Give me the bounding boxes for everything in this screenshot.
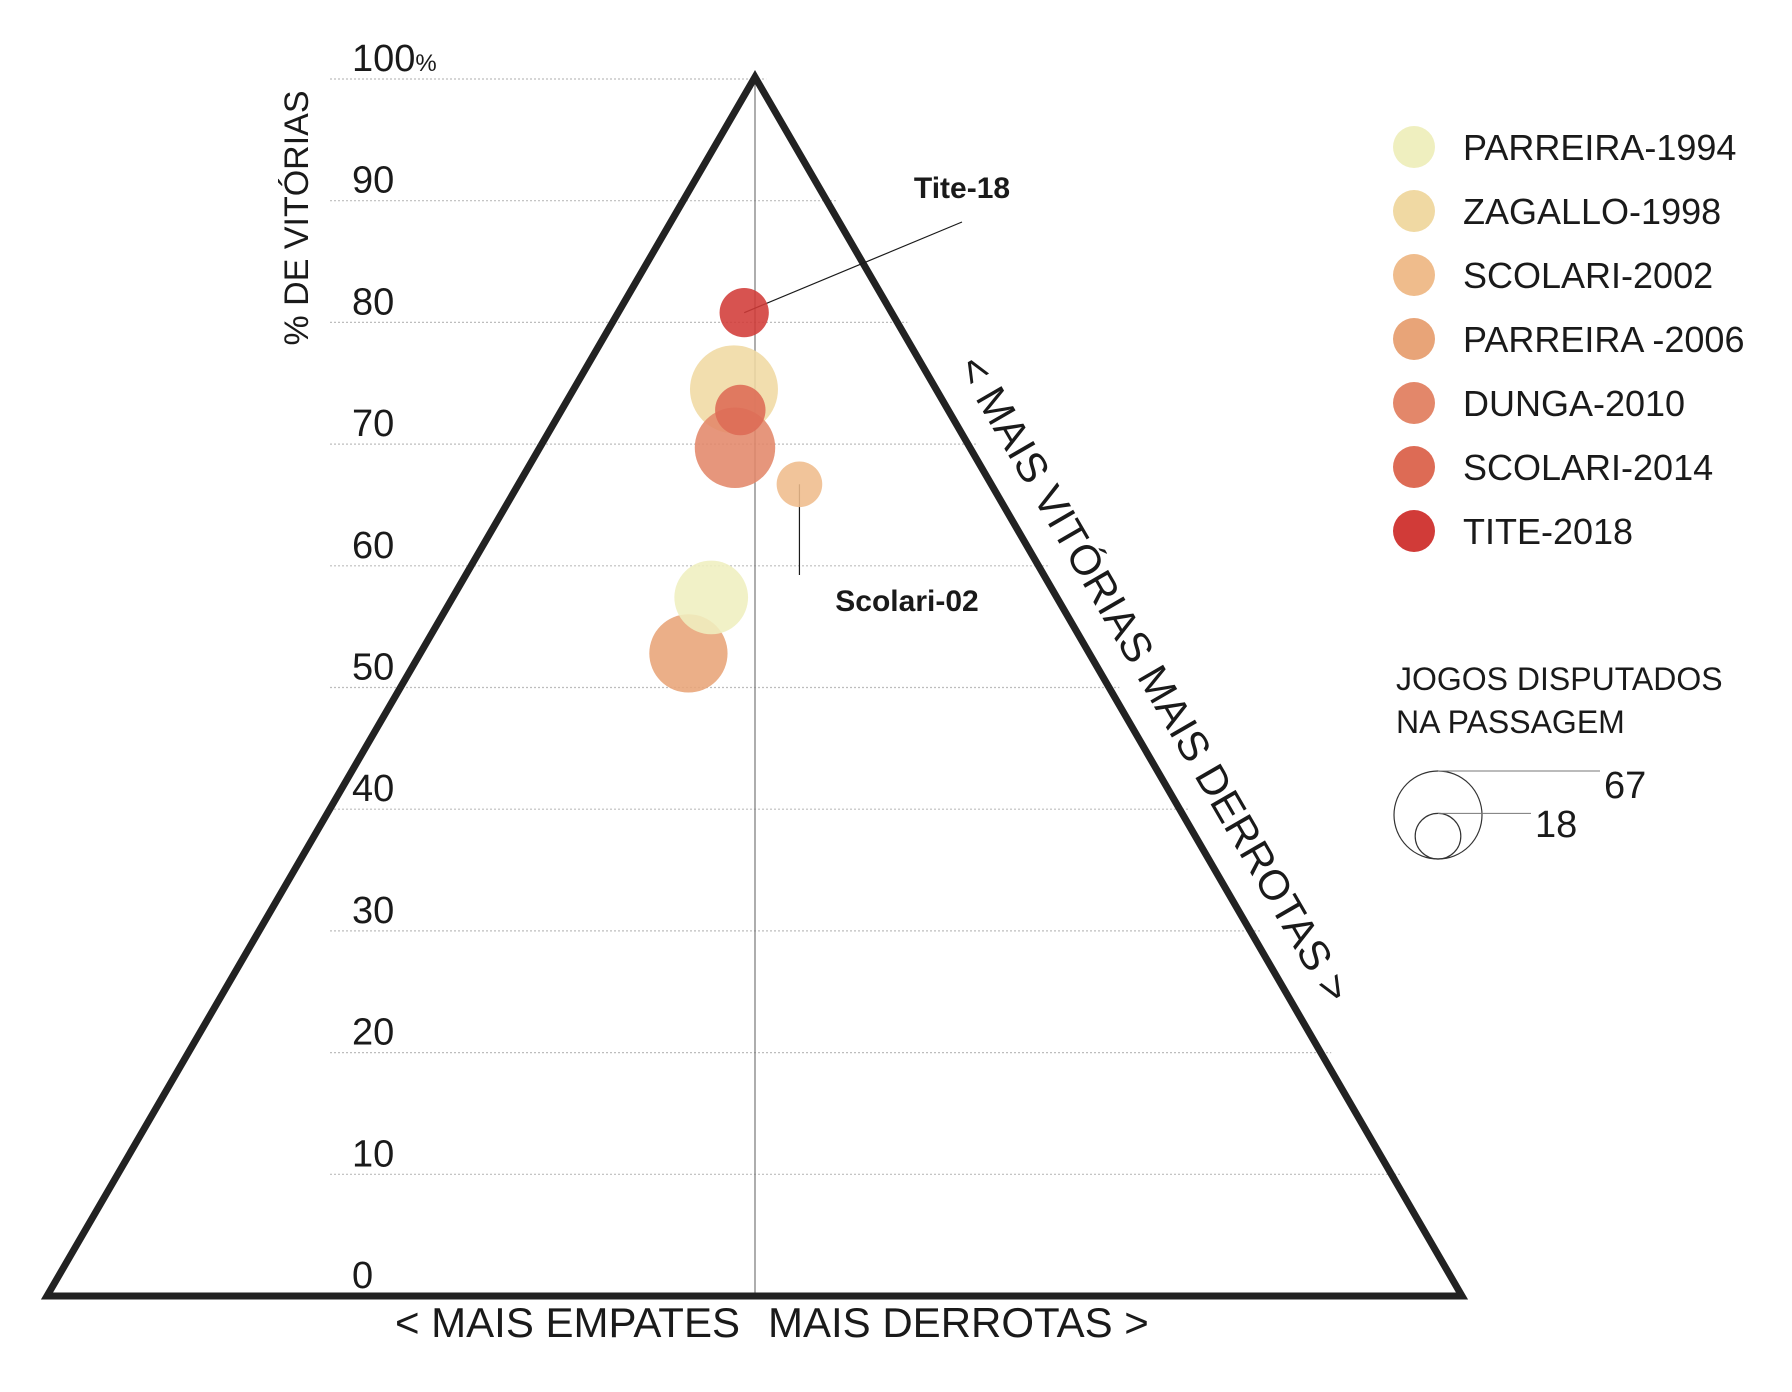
size-legend-value: 18 bbox=[1535, 804, 1577, 846]
legend-swatch bbox=[1393, 254, 1435, 296]
size-legend-circle bbox=[1393, 770, 1483, 860]
legend-label: SCOLARI-2014 bbox=[1463, 447, 1713, 488]
bubble-scolari-2002 bbox=[776, 461, 823, 508]
y-tick-labels: 0 10 20 30 40 50 60 70 80 90 100% bbox=[352, 38, 437, 1297]
size-legend-title: NA PASSAGEM bbox=[1396, 704, 1625, 740]
bottom-label-right: MAIS DERROTAS > bbox=[768, 1299, 1149, 1346]
legend-swatch bbox=[1393, 126, 1435, 168]
y-tick-label: 40 bbox=[352, 768, 394, 810]
annotation-leader bbox=[743, 221, 963, 314]
annotations: Tite-18 Scolari-02 bbox=[835, 172, 1010, 618]
y-tick-label: 80 bbox=[352, 281, 394, 323]
legend-swatch bbox=[1393, 510, 1435, 552]
annotation-label: Tite-18 bbox=[914, 172, 1010, 205]
legend-label: PARREIRA-1994 bbox=[1463, 127, 1736, 168]
y-tick-label: 10 bbox=[352, 1133, 394, 1175]
size-legend: JOGOS DISPUTADOS NA PASSAGEM 67 18 bbox=[1393, 661, 1723, 860]
annotation-label: Scolari-02 bbox=[835, 585, 978, 618]
y-tick-suffix: % bbox=[415, 50, 436, 77]
y-tick-label: 60 bbox=[352, 525, 394, 567]
right-edge-label: < MAIS VITÓRIAS MAIS DERROTAS > bbox=[949, 347, 1360, 1010]
y-tick-label: 90 bbox=[352, 160, 394, 202]
bubble-parreira-1994 bbox=[674, 560, 749, 635]
legend: PARREIRA-1994 ZAGALLO-1998 SCOLARI-2002 PAR… bbox=[1393, 126, 1744, 552]
y-tick-label: 100% bbox=[352, 38, 437, 80]
bottom-label-left: < MAIS EMPATES bbox=[395, 1299, 740, 1346]
y-tick-label: 50 bbox=[352, 647, 394, 689]
legend-label: TITE-2018 bbox=[1463, 511, 1633, 552]
bubble-scolari-2014 bbox=[715, 384, 766, 436]
y-axis-title: % DE VITÓRIAS bbox=[278, 90, 316, 345]
size-legend-value: 67 bbox=[1604, 765, 1646, 807]
bubbles bbox=[649, 288, 823, 693]
legend-label: ZAGALLO-1998 bbox=[1463, 191, 1721, 232]
grid-lines bbox=[330, 78, 1402, 1175]
legend-swatch bbox=[1393, 318, 1435, 360]
size-legend-title: JOGOS DISPUTADOS bbox=[1396, 661, 1723, 697]
y-tick-label: 20 bbox=[352, 1012, 394, 1054]
ternary-triangle bbox=[40, 70, 1469, 1300]
legend-swatch bbox=[1393, 190, 1435, 232]
legend-label: DUNGA-2010 bbox=[1463, 383, 1685, 424]
bubble-tite-2018 bbox=[719, 288, 769, 338]
legend-label: PARREIRA -2006 bbox=[1463, 319, 1744, 360]
y-tick-label: 0 bbox=[352, 1255, 373, 1297]
size-legend-circle bbox=[1414, 812, 1462, 860]
legend-swatch bbox=[1393, 382, 1435, 424]
legend-swatch bbox=[1393, 446, 1435, 488]
y-tick-label: 30 bbox=[352, 890, 394, 932]
y-tick-label: 70 bbox=[352, 403, 394, 445]
legend-label: SCOLARI-2002 bbox=[1463, 255, 1713, 296]
